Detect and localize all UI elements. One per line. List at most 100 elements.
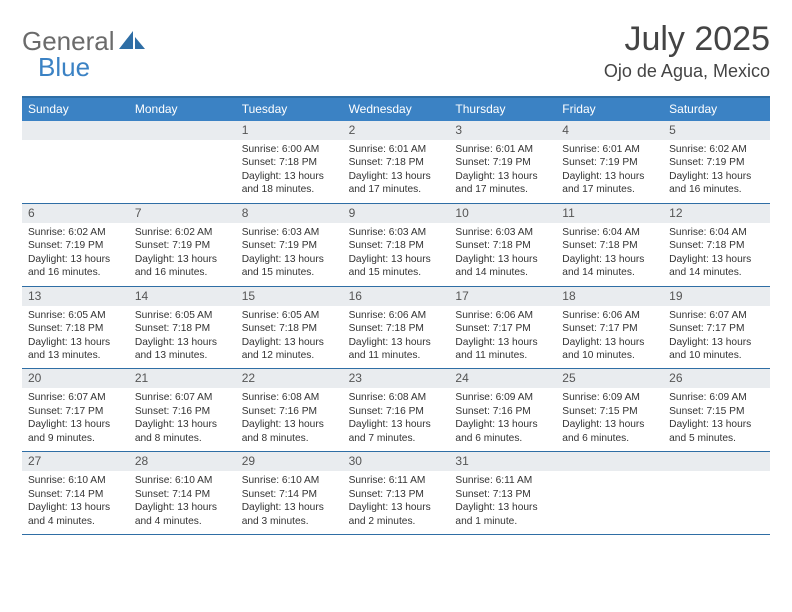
- day-info: Sunrise: 6:02 AMSunset: 7:19 PMDaylight:…: [22, 226, 129, 280]
- day-info-line: Daylight: 13 hours: [455, 336, 550, 349]
- day-info-line: Daylight: 13 hours: [242, 501, 337, 514]
- day-number: 19: [663, 287, 770, 306]
- day-info-line: Sunrise: 6:07 AM: [28, 391, 123, 404]
- day-info-line: and 8 minutes.: [242, 432, 337, 445]
- day-info: Sunrise: 6:01 AMSunset: 7:19 PMDaylight:…: [449, 143, 556, 197]
- day-number: 23: [343, 369, 450, 388]
- day-number: 7: [129, 204, 236, 223]
- day-info-line: and 8 minutes.: [135, 432, 230, 445]
- day-info: Sunrise: 6:10 AMSunset: 7:14 PMDaylight:…: [22, 474, 129, 528]
- day-cell: 2Sunrise: 6:01 AMSunset: 7:18 PMDaylight…: [343, 121, 450, 203]
- day-info-line: Sunset: 7:17 PM: [28, 405, 123, 418]
- day-info-line: Daylight: 13 hours: [28, 418, 123, 431]
- day-number: 16: [343, 287, 450, 306]
- day-info-line: Sunset: 7:19 PM: [669, 156, 764, 169]
- day-info-line: Sunrise: 6:06 AM: [562, 309, 657, 322]
- day-number: [556, 452, 663, 471]
- day-number: 17: [449, 287, 556, 306]
- day-info-line: Sunrise: 6:03 AM: [242, 226, 337, 239]
- day-info: Sunrise: 6:11 AMSunset: 7:13 PMDaylight:…: [449, 474, 556, 528]
- day-info-line: Sunrise: 6:10 AM: [28, 474, 123, 487]
- day-info: Sunrise: 6:04 AMSunset: 7:18 PMDaylight:…: [556, 226, 663, 280]
- day-info: Sunrise: 6:09 AMSunset: 7:15 PMDaylight:…: [556, 391, 663, 445]
- day-number: 29: [236, 452, 343, 471]
- day-header: Saturday: [663, 98, 770, 121]
- logo-text-blue-wrap: Blue: [38, 52, 90, 83]
- day-info: Sunrise: 6:07 AMSunset: 7:16 PMDaylight:…: [129, 391, 236, 445]
- day-info-line: Sunset: 7:18 PM: [349, 239, 444, 252]
- day-info-line: Daylight: 13 hours: [669, 170, 764, 183]
- day-cell: 22Sunrise: 6:08 AMSunset: 7:16 PMDayligh…: [236, 369, 343, 451]
- day-header: Sunday: [22, 98, 129, 121]
- day-info-line: Sunrise: 6:01 AM: [349, 143, 444, 156]
- day-header: Thursday: [449, 98, 556, 121]
- day-info-line: Sunset: 7:16 PM: [242, 405, 337, 418]
- day-info-line: Sunset: 7:19 PM: [242, 239, 337, 252]
- day-info-line: and 17 minutes.: [349, 183, 444, 196]
- day-info-line: Daylight: 13 hours: [669, 418, 764, 431]
- day-cell: 13Sunrise: 6:05 AMSunset: 7:18 PMDayligh…: [22, 287, 129, 369]
- day-number: 3: [449, 121, 556, 140]
- day-info-line: and 1 minute.: [455, 515, 550, 528]
- day-info-line: and 3 minutes.: [242, 515, 337, 528]
- day-info-line: Sunrise: 6:09 AM: [669, 391, 764, 404]
- day-cell: 19Sunrise: 6:07 AMSunset: 7:17 PMDayligh…: [663, 287, 770, 369]
- day-number: [663, 452, 770, 471]
- day-info-line: Sunset: 7:19 PM: [135, 239, 230, 252]
- day-info-line: and 12 minutes.: [242, 349, 337, 362]
- day-info: Sunrise: 6:06 AMSunset: 7:17 PMDaylight:…: [449, 309, 556, 363]
- day-info-line: and 6 minutes.: [562, 432, 657, 445]
- day-info: Sunrise: 6:01 AMSunset: 7:18 PMDaylight:…: [343, 143, 450, 197]
- day-info-line: Daylight: 13 hours: [135, 336, 230, 349]
- day-cell: 31Sunrise: 6:11 AMSunset: 7:13 PMDayligh…: [449, 452, 556, 534]
- day-info-line: Sunrise: 6:11 AM: [349, 474, 444, 487]
- day-info-line: Sunrise: 6:05 AM: [28, 309, 123, 322]
- day-info-line: Sunset: 7:14 PM: [28, 488, 123, 501]
- day-info: Sunrise: 6:10 AMSunset: 7:14 PMDaylight:…: [236, 474, 343, 528]
- day-info-line: Daylight: 13 hours: [135, 418, 230, 431]
- day-info-line: and 5 minutes.: [669, 432, 764, 445]
- day-info-line: Daylight: 13 hours: [455, 253, 550, 266]
- day-info-line: Daylight: 13 hours: [669, 253, 764, 266]
- day-info-line: Daylight: 13 hours: [455, 501, 550, 514]
- day-info: Sunrise: 6:06 AMSunset: 7:17 PMDaylight:…: [556, 309, 663, 363]
- day-info-line: Sunset: 7:18 PM: [242, 156, 337, 169]
- day-info-line: Sunrise: 6:09 AM: [562, 391, 657, 404]
- day-header-row: Sunday Monday Tuesday Wednesday Thursday…: [22, 98, 770, 121]
- day-info: Sunrise: 6:02 AMSunset: 7:19 PMDaylight:…: [663, 143, 770, 197]
- day-cell: 24Sunrise: 6:09 AMSunset: 7:16 PMDayligh…: [449, 369, 556, 451]
- day-cell: 3 Sunrise: 6:01 AMSunset: 7:19 PMDaylight…: [449, 121, 556, 203]
- week-row: 20Sunrise: 6:07 AMSunset: 7:17 PMDayligh…: [22, 369, 770, 452]
- day-info-line: Sunset: 7:16 PM: [135, 405, 230, 418]
- day-number: [129, 121, 236, 140]
- day-info-line: Sunrise: 6:04 AM: [562, 226, 657, 239]
- day-number: 27: [22, 452, 129, 471]
- day-cell: 20 Sunrise: 6:07 AMSunset: 7:17 PMDayligh…: [22, 369, 129, 451]
- logo-text-blue: Blue: [38, 52, 90, 82]
- day-info-line: Daylight: 13 hours: [349, 170, 444, 183]
- day-info-line: and 9 minutes.: [28, 432, 123, 445]
- day-info-line: Sunset: 7:18 PM: [242, 322, 337, 335]
- day-info-line: Daylight: 13 hours: [28, 253, 123, 266]
- day-info-line: Daylight: 13 hours: [135, 253, 230, 266]
- day-cell: 23Sunrise: 6:08 AMSunset: 7:16 PMDayligh…: [343, 369, 450, 451]
- day-cell: 9Sunrise: 6:03 AMSunset: 7:18 PMDaylight…: [343, 204, 450, 286]
- day-info-line: Sunrise: 6:02 AM: [669, 143, 764, 156]
- day-info-line: Daylight: 13 hours: [349, 253, 444, 266]
- day-info-line: and 16 minutes.: [669, 183, 764, 196]
- day-info-line: and 4 minutes.: [28, 515, 123, 528]
- day-number: 20: [22, 369, 129, 388]
- location-subtitle: Ojo de Agua, Mexico: [604, 61, 770, 82]
- day-number: 5: [663, 121, 770, 140]
- day-number: 18: [556, 287, 663, 306]
- day-cell: 4Sunrise: 6:01 AMSunset: 7:19 PMDaylight…: [556, 121, 663, 203]
- day-cell: 26Sunrise: 6:09 AMSunset: 7:15 PMDayligh…: [663, 369, 770, 451]
- day-info: Sunrise: 6:10 AMSunset: 7:14 PMDaylight:…: [129, 474, 236, 528]
- day-info-line: Daylight: 13 hours: [669, 336, 764, 349]
- day-info: Sunrise: 6:09 AMSunset: 7:15 PMDaylight:…: [663, 391, 770, 445]
- day-info-line: Sunset: 7:14 PM: [242, 488, 337, 501]
- calendar: Sunday Monday Tuesday Wednesday Thursday…: [22, 96, 770, 535]
- day-info-line: and 15 minutes.: [349, 266, 444, 279]
- day-header: Wednesday: [343, 98, 450, 121]
- day-info-line: Sunset: 7:18 PM: [562, 239, 657, 252]
